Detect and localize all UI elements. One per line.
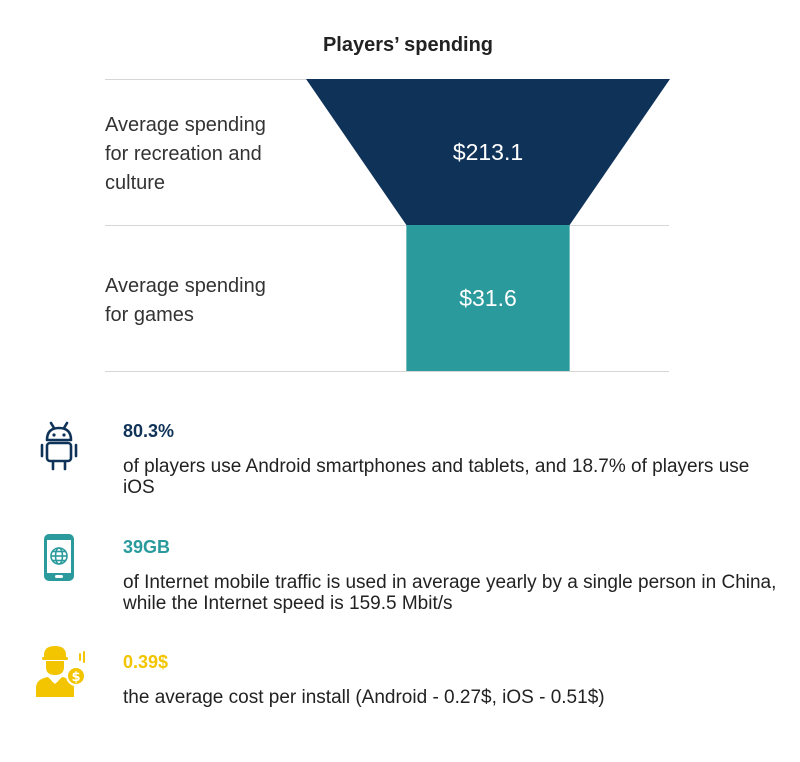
row-label-line: culture bbox=[105, 172, 166, 194]
person-dollar-icon: $ bbox=[36, 646, 86, 697]
row-label-line: for recreation and bbox=[105, 143, 262, 165]
row-label-recreation: Average spending for recreation and cult… bbox=[105, 111, 335, 198]
funnel-chart: $213.1 $31.6 bbox=[306, 79, 670, 371]
row-label-line: Average spending bbox=[105, 114, 266, 136]
row-label-line: for games bbox=[105, 304, 194, 326]
android-icon bbox=[40, 421, 78, 471]
fact-description: the average cost per install (Android - … bbox=[123, 687, 605, 708]
funnel-value-label: $31.6 bbox=[459, 285, 517, 311]
smartphone-globe-icon bbox=[44, 534, 74, 581]
funnel-segment bbox=[406, 225, 570, 371]
fact-android: 80.3% of players use Android smartphones… bbox=[123, 421, 783, 498]
fact-value: 0.39$ bbox=[123, 652, 169, 672]
row-label-games: Average spending for games bbox=[105, 272, 335, 330]
funnel-value-label: $213.1 bbox=[453, 139, 523, 165]
row-divider-middle bbox=[105, 225, 669, 226]
fact-install-cost: 0.39$ the average cost per install (Andr… bbox=[123, 652, 783, 708]
fact-traffic: 39GB of Internet mobile traffic is used … bbox=[123, 537, 783, 614]
row-divider-bottom bbox=[105, 371, 669, 372]
fact-value: 80.3% bbox=[123, 421, 175, 441]
chart-title: Players’ spending bbox=[322, 34, 494, 56]
fact-value: 39GB bbox=[123, 537, 171, 557]
funnel-segment bbox=[306, 79, 670, 225]
fact-description: of players use Android smartphones and t… bbox=[123, 456, 750, 498]
row-label-line: Average spending bbox=[105, 275, 266, 297]
svg-text:$: $ bbox=[71, 670, 80, 685]
fact-description: of Internet mobile traffic is used in av… bbox=[123, 572, 777, 614]
